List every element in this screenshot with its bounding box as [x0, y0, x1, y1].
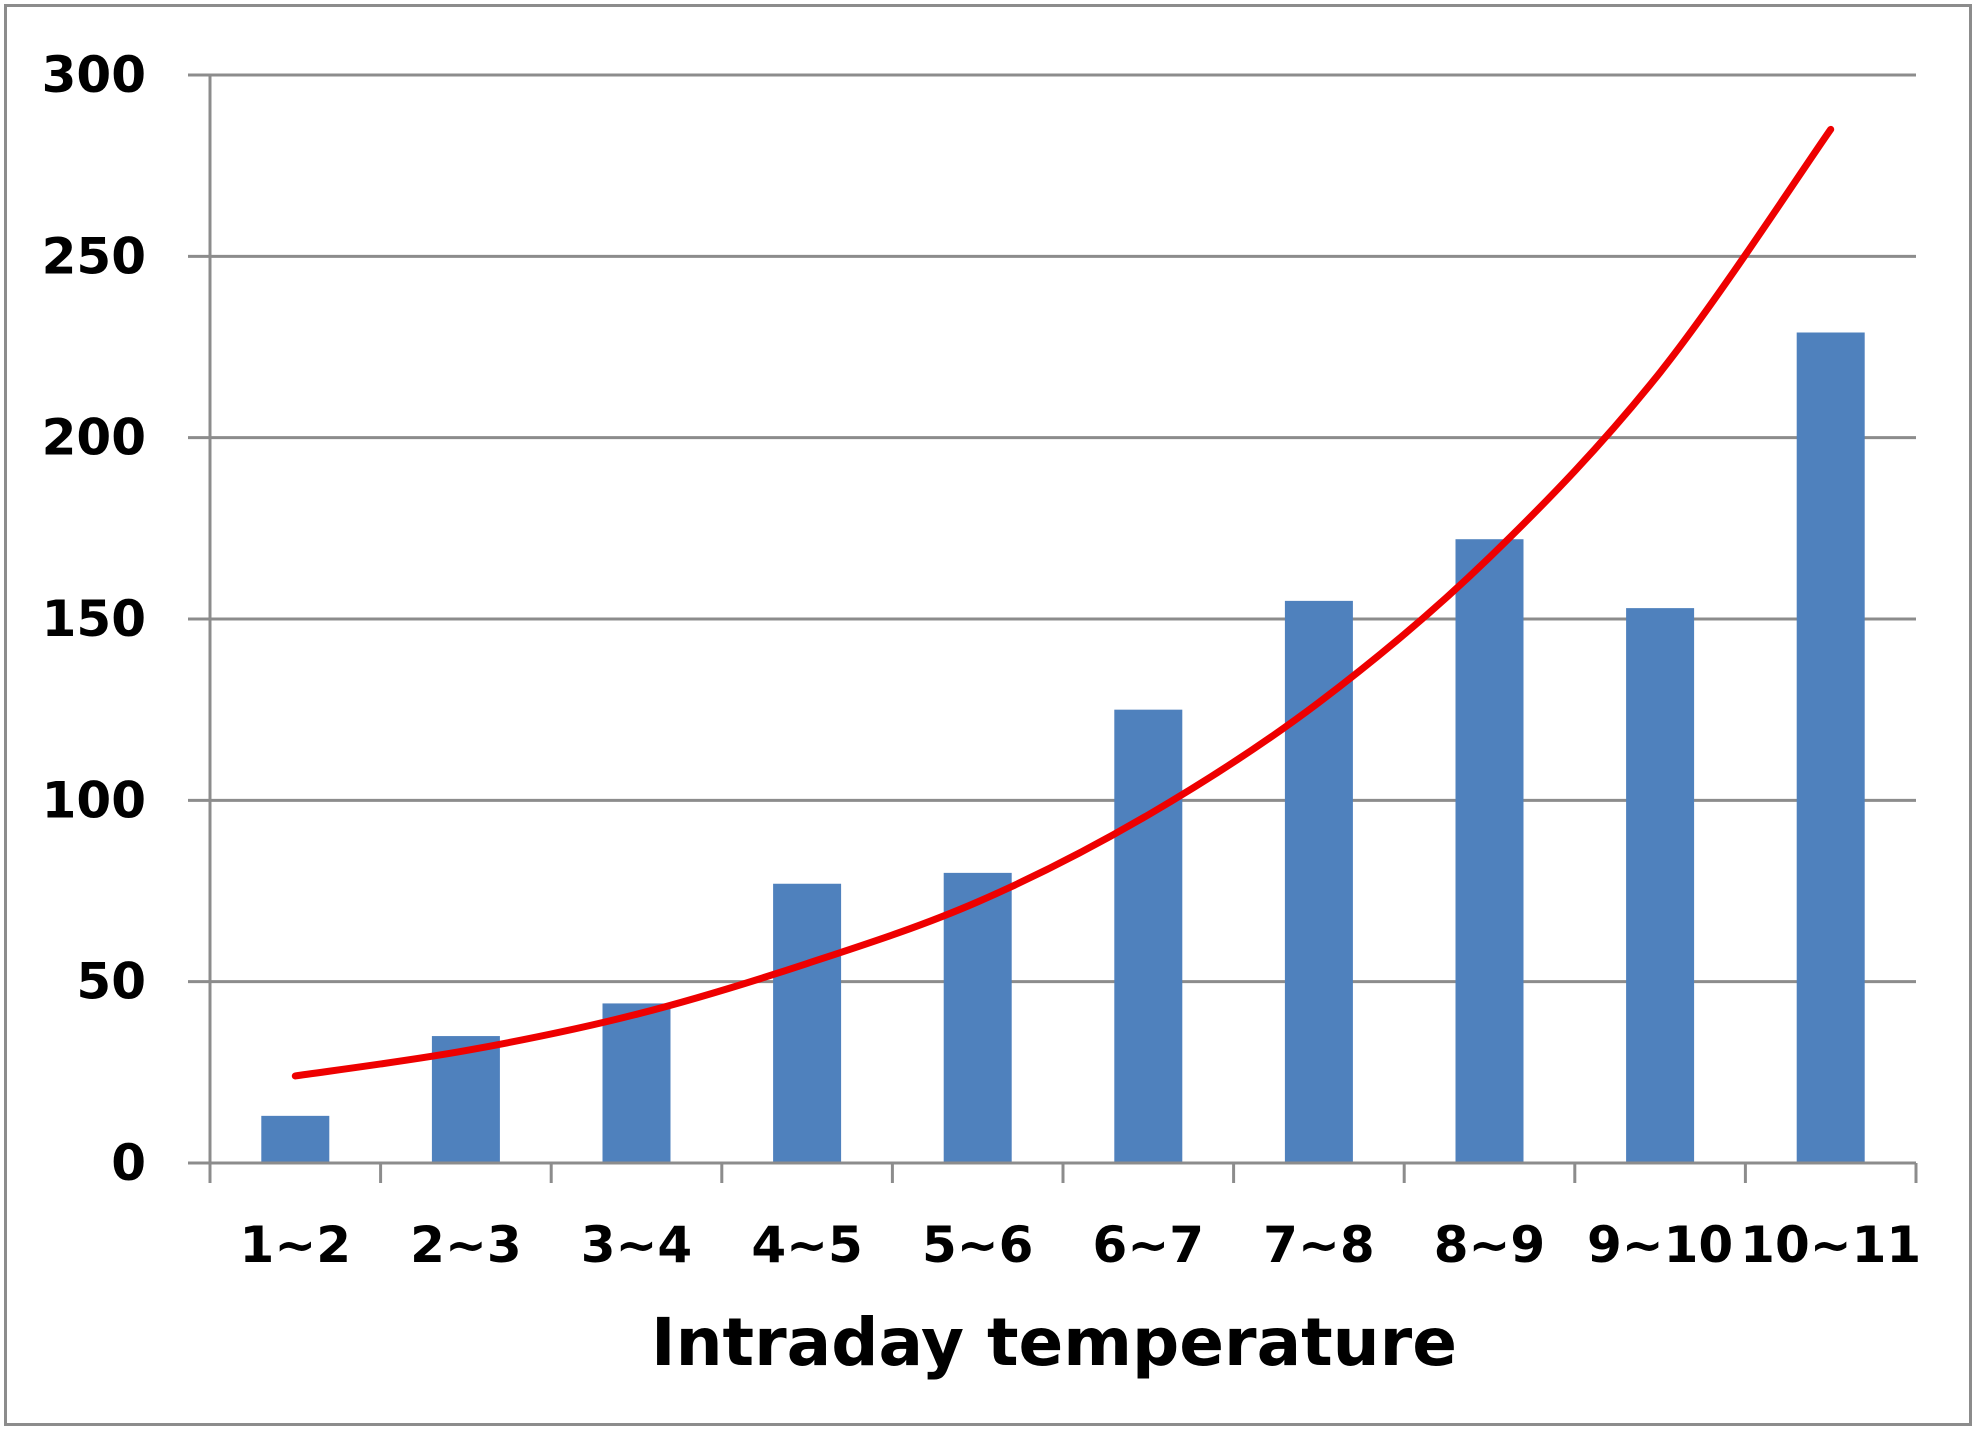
y-tick-label: 250	[42, 227, 146, 285]
x-tick-label: 6~7	[1093, 1216, 1204, 1274]
x-tick-label: 4~5	[751, 1216, 862, 1274]
bar-3~4	[602, 1003, 671, 1163]
y-tick-label: 300	[42, 46, 146, 104]
x-tick-label: 9~10	[1587, 1216, 1733, 1274]
bar-8~9	[1455, 539, 1524, 1163]
tick-labels: 0 50 100 150 200 250 300 1~2 2~3 3~4 4~5 5~6 6~7 7~8 8…	[42, 46, 1922, 1274]
y-tick-label: 50	[76, 953, 146, 1011]
x-tick-label: 1~2	[240, 1216, 351, 1274]
y-tick-label: 100	[42, 771, 146, 829]
bars	[261, 332, 1865, 1163]
y-tick-label: 200	[42, 409, 146, 467]
bar-1~2	[261, 1115, 330, 1163]
bar-4~5	[773, 883, 842, 1163]
x-axis-title: Intraday temperature	[651, 1304, 1457, 1381]
x-tick-label: 8~9	[1434, 1216, 1545, 1274]
y-tick-label: 150	[42, 590, 146, 648]
x-tick-label: 5~6	[922, 1216, 1033, 1274]
bar-7~8	[1284, 600, 1353, 1163]
trend-line	[291, 125, 1835, 1080]
y-tick-label: 0	[111, 1134, 146, 1192]
bar-9~10	[1626, 608, 1695, 1163]
x-tick-label: 7~8	[1263, 1216, 1374, 1274]
x-tick-label: 3~4	[581, 1216, 692, 1274]
trend-lines	[291, 125, 1835, 1080]
axes	[188, 75, 1918, 1183]
bar-5~6	[943, 872, 1012, 1163]
bar-10~11	[1796, 332, 1865, 1163]
bar-6~7	[1114, 709, 1183, 1163]
x-tick-label: 10~11	[1740, 1216, 1921, 1274]
x-tick-label: 2~3	[410, 1216, 521, 1274]
